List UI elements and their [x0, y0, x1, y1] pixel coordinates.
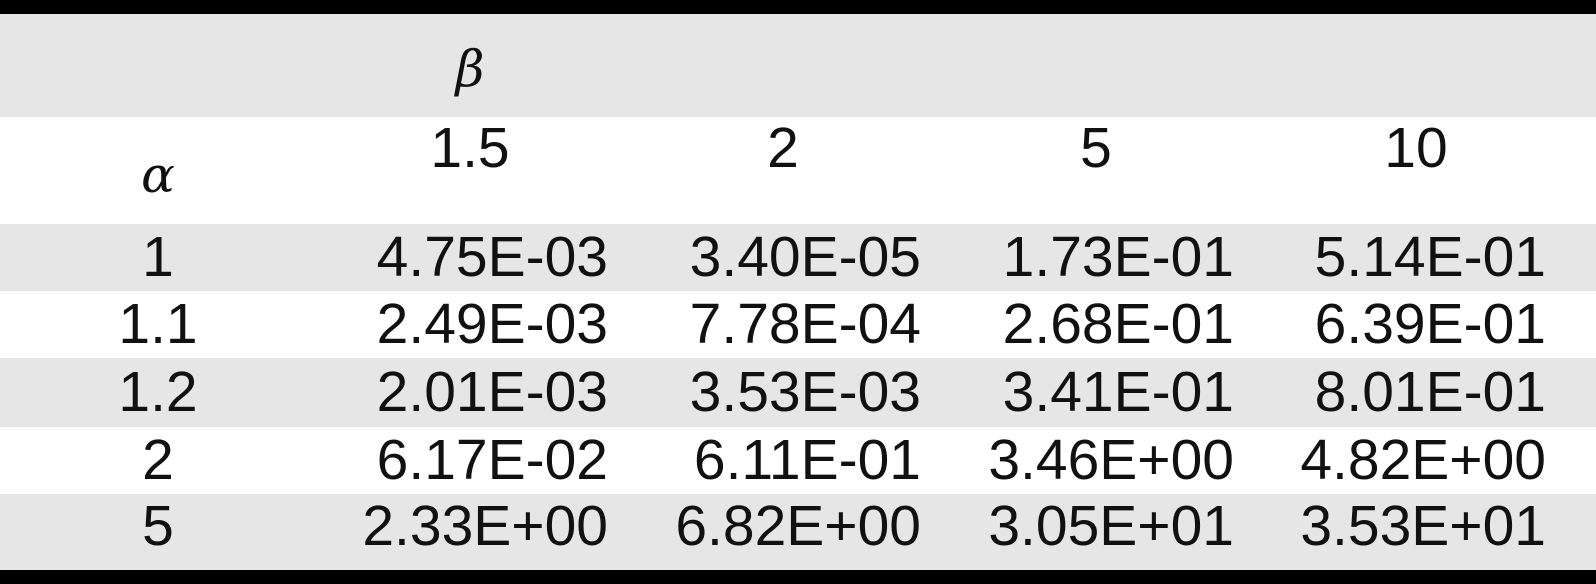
- table-cell: 4.75E-03: [376, 225, 608, 289]
- table-row: [0, 494, 1596, 570]
- table-cell: 2.49E-03: [376, 292, 608, 356]
- table-cell: 1.73E-01: [1002, 225, 1234, 289]
- table-cell: 6.17E-02: [376, 428, 608, 492]
- beta-value-header: 1.5: [430, 115, 510, 180]
- top-rule: [0, 0, 1596, 14]
- alpha-symbol: α: [141, 146, 175, 204]
- table-cell: 3.46E+00: [988, 428, 1234, 492]
- bottom-rule: [0, 570, 1596, 584]
- table-cell: 6.11E-01: [693, 428, 921, 492]
- table-cell: 2.01E-03: [376, 360, 608, 424]
- table-cell: 2.33E+00: [362, 493, 608, 558]
- table-cell: 6.82E+00: [675, 493, 921, 558]
- alpha-value: 1.1: [118, 292, 198, 356]
- table-row: [0, 224, 1596, 291]
- table-cell: 3.41E-01: [1002, 360, 1234, 424]
- table-cell: 2.68E-01: [1002, 292, 1234, 356]
- table-cell: 7.78E-04: [689, 292, 921, 356]
- table-cell: 5.14E-01: [1314, 225, 1546, 289]
- beta-value-header: 5: [1080, 115, 1112, 180]
- beta-value-header: 10: [1384, 115, 1448, 180]
- table-cell: 3.53E-03: [689, 360, 921, 424]
- alpha-value: 5: [142, 493, 174, 558]
- table-cell: 3.40E-05: [689, 225, 921, 289]
- table-cell: 8.01E-01: [1314, 360, 1546, 424]
- column-header-row: [0, 117, 1596, 224]
- beta-value-header: 2: [767, 115, 799, 180]
- beta-header-row: [0, 14, 1596, 117]
- table-cell: 3.05E+01: [988, 493, 1234, 558]
- table-row: [0, 291, 1596, 358]
- alpha-value: 1: [142, 225, 174, 289]
- table-cell: 6.39E-01: [1314, 292, 1546, 356]
- beta-symbol: β: [455, 40, 485, 98]
- alpha-value: 1.2: [118, 360, 198, 424]
- table-row: [0, 358, 1596, 427]
- alpha-value: 2: [142, 428, 174, 492]
- table-cell: 4.82E+00: [1300, 428, 1546, 492]
- table-cell: 3.53E+01: [1300, 493, 1546, 558]
- table-row: [0, 427, 1596, 494]
